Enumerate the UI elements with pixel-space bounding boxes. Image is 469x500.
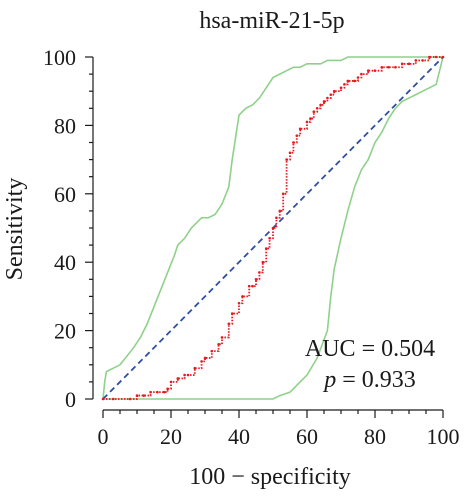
roc-point xyxy=(247,284,251,288)
roc-point xyxy=(111,397,115,401)
roc-point xyxy=(217,342,220,346)
roc-point xyxy=(329,93,333,96)
roc-point xyxy=(268,236,271,240)
auc-annotation: AUC = 0.504 xyxy=(305,336,435,362)
roc-point xyxy=(193,366,197,370)
chart-title: hsa-miR-21-5p xyxy=(199,8,344,34)
roc-point xyxy=(305,120,309,124)
confidence-lower-line xyxy=(103,56,444,400)
confidence-upper-line xyxy=(102,56,443,400)
roc-point xyxy=(295,134,299,137)
y-tick-label: 0 xyxy=(65,387,76,412)
roc-point xyxy=(428,55,431,59)
roc-point xyxy=(237,301,241,305)
roc-point xyxy=(434,55,438,59)
x-ticks: 0 20 40 60 80 100 xyxy=(98,410,460,449)
roc-point xyxy=(275,216,278,220)
plot-area: 0 20 40 60 80 100 0 20 40 60 80 100 xyxy=(43,45,460,449)
roc-point xyxy=(135,394,139,397)
y-tick-label: 20 xyxy=(54,319,76,344)
roc-point xyxy=(353,79,356,83)
x-tick-label: 40 xyxy=(228,424,250,449)
roc-point xyxy=(241,295,244,298)
roc-point xyxy=(387,65,390,69)
roc-point xyxy=(421,59,424,62)
y-tick-label: 80 xyxy=(54,113,76,138)
roc-point xyxy=(343,83,346,86)
roc-point xyxy=(227,322,231,326)
x-axis-label: 100 − specificity xyxy=(189,464,351,490)
p-symbol: p xyxy=(322,367,336,393)
roc-point xyxy=(322,100,326,103)
roc-point xyxy=(142,394,146,397)
roc-point xyxy=(162,390,166,394)
roc-point xyxy=(346,79,350,83)
roc-point xyxy=(414,59,418,62)
roc-point xyxy=(366,69,370,72)
roc-point xyxy=(186,373,190,377)
x-tick-label: 100 xyxy=(427,424,460,449)
series-layer xyxy=(101,55,445,401)
roc-point xyxy=(356,76,360,79)
roc-point xyxy=(315,107,319,110)
roc-point xyxy=(149,390,152,394)
roc-point xyxy=(258,271,261,274)
roc-point xyxy=(176,377,180,380)
y-axis-label: Sensitivity xyxy=(2,178,28,281)
roc-point xyxy=(309,117,312,120)
roc-point xyxy=(254,278,258,281)
y-ticks: 0 20 40 60 80 100 xyxy=(43,45,93,412)
roc-point xyxy=(264,247,268,250)
roc-point xyxy=(292,141,295,144)
roc-point xyxy=(285,158,288,161)
roc-point xyxy=(312,110,316,114)
roc-point xyxy=(278,209,282,213)
roc-point xyxy=(156,390,159,394)
x-tick-label: 80 xyxy=(364,424,386,449)
roc-point xyxy=(169,380,173,384)
roc-point xyxy=(319,103,322,107)
x-tick-label: 20 xyxy=(160,424,182,449)
x-tick-label: 0 xyxy=(98,424,109,449)
roc-point xyxy=(326,96,329,100)
roc-point xyxy=(220,336,224,339)
roc-point xyxy=(394,65,397,69)
roc-point xyxy=(101,397,105,401)
roc-point xyxy=(230,312,234,315)
x-tick-label: 60 xyxy=(296,424,318,449)
y-tick-label: 40 xyxy=(54,250,76,275)
roc-point xyxy=(166,387,169,391)
roc-point xyxy=(210,349,214,353)
roc-point xyxy=(407,62,411,66)
roc-point xyxy=(360,72,363,76)
roc-point xyxy=(441,55,445,59)
roc-point xyxy=(298,127,302,131)
roc-point xyxy=(271,226,275,230)
roc-point xyxy=(128,397,132,401)
roc-point xyxy=(288,151,292,155)
roc-point xyxy=(251,284,254,288)
y-tick-label: 100 xyxy=(43,45,76,70)
roc-point xyxy=(339,86,343,90)
roc-point xyxy=(380,65,384,69)
p-value: = 0.933 xyxy=(336,367,416,393)
roc-point xyxy=(281,192,285,196)
roc-point xyxy=(200,360,203,363)
roc-point xyxy=(203,356,207,360)
roc-point xyxy=(400,62,404,66)
roc-point xyxy=(261,260,265,264)
roc-point xyxy=(332,89,336,93)
p-value-annotation: p = 0.933 xyxy=(322,367,416,393)
y-tick-label: 60 xyxy=(54,182,76,207)
roc-point xyxy=(373,69,377,72)
roc-point xyxy=(183,373,186,377)
